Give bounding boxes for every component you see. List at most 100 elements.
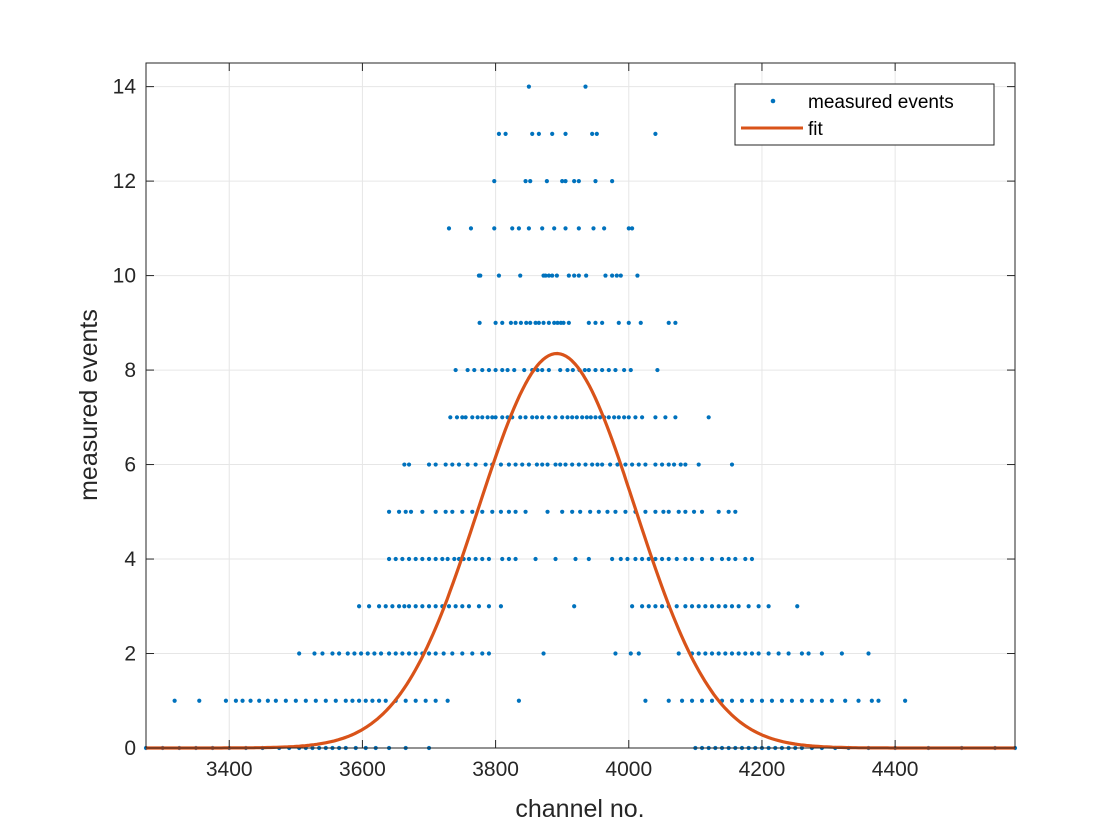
- data-point: [605, 509, 610, 514]
- data-point: [433, 462, 438, 467]
- data-point: [678, 462, 683, 467]
- data-point: [490, 415, 495, 420]
- data-point: [723, 651, 728, 656]
- data-point: [473, 462, 478, 467]
- data-point: [297, 651, 302, 656]
- data-point: [498, 509, 504, 514]
- data-point: [626, 226, 631, 231]
- data-point: [510, 226, 515, 231]
- data-point: [709, 651, 715, 656]
- data-point: [869, 698, 874, 703]
- data-point: [426, 556, 432, 562]
- data-point: [586, 320, 591, 325]
- data-point: [450, 651, 455, 656]
- data-point: [312, 651, 317, 656]
- data-point: [518, 415, 523, 420]
- data-point: [513, 509, 518, 514]
- data-point: [679, 698, 685, 703]
- data-point: [406, 462, 412, 467]
- data-point: [689, 698, 695, 703]
- data-point: [540, 415, 545, 420]
- data-point: [366, 604, 372, 609]
- data-point: [673, 320, 678, 325]
- data-point: [819, 651, 824, 656]
- data-point: [689, 556, 695, 562]
- data-point: [433, 509, 438, 514]
- y-tick-label: 2: [124, 643, 136, 666]
- data-point: [403, 509, 408, 514]
- data-point: [593, 367, 598, 373]
- data-point: [383, 698, 388, 703]
- data-point: [586, 367, 591, 373]
- data-point: [666, 509, 671, 514]
- data-point: [586, 556, 591, 562]
- data-point: [496, 131, 502, 136]
- data-point: [536, 131, 541, 136]
- data-point: [806, 651, 811, 656]
- data-point: [390, 604, 395, 609]
- data-point: [433, 698, 438, 703]
- data-point: [653, 131, 658, 136]
- data-point: [729, 698, 735, 703]
- data-point: [576, 179, 581, 184]
- data-point: [540, 226, 545, 231]
- data-point: [674, 556, 679, 562]
- data-point: [572, 179, 577, 184]
- data-point: [736, 651, 741, 656]
- data-point: [749, 556, 755, 562]
- data-point: [433, 604, 438, 609]
- data-point: [546, 415, 551, 420]
- data-point: [472, 367, 477, 373]
- data-point: [683, 604, 688, 609]
- data-point: [600, 462, 605, 467]
- data-point: [666, 320, 671, 325]
- data-point: [639, 415, 645, 420]
- data-point: [526, 462, 531, 467]
- data-point: [574, 415, 579, 420]
- data-point: [566, 320, 571, 325]
- data-point: [614, 273, 619, 278]
- data-point: [426, 604, 432, 609]
- data-point: [766, 651, 771, 656]
- data-point: [516, 226, 522, 231]
- data-point: [543, 273, 548, 278]
- data-point: [480, 509, 485, 514]
- data-point: [795, 604, 800, 609]
- data-point: [468, 226, 474, 231]
- data-point: [676, 509, 681, 514]
- y-tick-label: 6: [124, 454, 136, 477]
- data-point: [786, 651, 791, 656]
- data-point: [528, 179, 533, 184]
- data-point: [520, 462, 525, 467]
- data-point: [626, 320, 631, 325]
- data-point: [616, 415, 621, 420]
- data-point: [426, 462, 432, 467]
- data-point: [408, 509, 414, 514]
- data-point: [618, 556, 623, 562]
- data-point: [420, 556, 425, 562]
- data-point: [197, 698, 202, 703]
- data-point: [378, 651, 384, 656]
- data-point: [676, 651, 681, 656]
- axis-ticks: 3400 3600 3800 4000 4200 4400 0 2 4 6 8 10 12 14: [113, 63, 1015, 781]
- data-point: [756, 651, 761, 656]
- data-point: [536, 320, 541, 325]
- data-point: [533, 556, 538, 562]
- data-point: [540, 462, 545, 467]
- data-point: [386, 556, 392, 562]
- data-point: [630, 226, 635, 231]
- data-point: [653, 509, 658, 514]
- y-tick-label: 0: [124, 737, 136, 760]
- data-point: [460, 651, 465, 656]
- data-point: [513, 320, 518, 325]
- data-point: [739, 698, 745, 703]
- data-point: [500, 320, 505, 325]
- data-point: [498, 604, 504, 609]
- data-point: [643, 462, 648, 467]
- data-point: [492, 226, 497, 231]
- data-point: [320, 651, 325, 656]
- y-tick-label: 12: [113, 170, 136, 193]
- x-tick-label: 4200: [739, 758, 786, 781]
- data-point: [480, 415, 485, 420]
- data-point: [506, 509, 512, 514]
